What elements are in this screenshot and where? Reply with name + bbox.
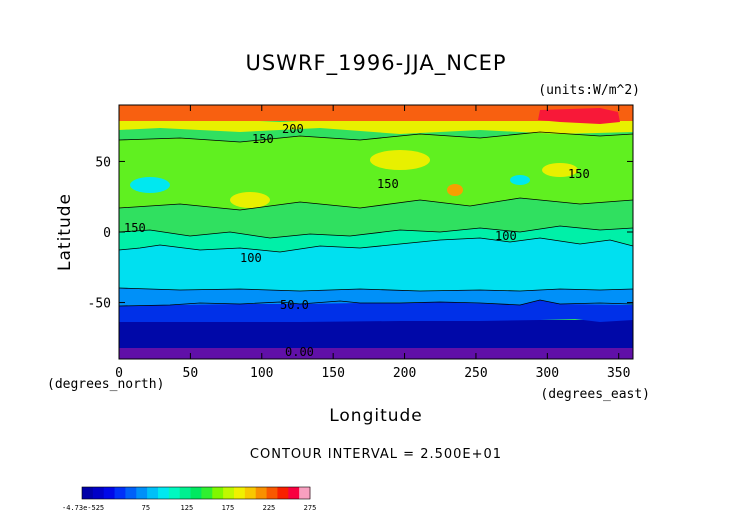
colorbar-swatch — [168, 487, 181, 499]
contour-label: 0.00 — [285, 345, 314, 359]
colorbar-swatch — [179, 487, 192, 499]
colorbar-swatch — [136, 487, 148, 499]
y-tick-label: 50 — [95, 155, 111, 170]
plot-area: 150 200 150 150 150 100 100 50.0 0.00 — [119, 105, 633, 359]
contour-label: 200 — [282, 122, 304, 136]
units-label: (units:W/m^2) — [538, 83, 640, 98]
colorbar-swatch — [255, 487, 268, 499]
contour-label: 50.0 — [280, 298, 309, 312]
x-tick-label: 300 — [536, 366, 559, 381]
colorbar-swatch — [190, 487, 202, 499]
contour-label: 100 — [495, 229, 517, 243]
x-tick-label: 350 — [607, 366, 630, 381]
colorbar: 75 125 175 225 275 — [81, 486, 317, 512]
colorbar-label: 75 — [142, 504, 150, 512]
band-southern-midlat — [119, 288, 633, 306]
colorbar-swatch — [234, 487, 246, 499]
blob-orange-1 — [447, 184, 463, 196]
colorbar-swatch — [277, 487, 289, 499]
colorbar-swatch — [103, 487, 116, 499]
arctic-red-patch — [538, 108, 620, 124]
band-northern-green — [119, 132, 633, 210]
axes: 0 50 100 150 200 250 300 350 -50 0 50 — [88, 105, 633, 381]
x-tick-label: 200 — [393, 366, 416, 381]
colorbar-swatch — [223, 487, 235, 499]
colorbar-label: 225 — [263, 504, 276, 512]
colorbar-swatch — [125, 487, 137, 499]
contour-label: 150 — [124, 221, 146, 235]
colorbar-swatch — [266, 487, 278, 499]
band-antarctic — [119, 348, 633, 359]
chart-title: USWRF_1996-JJA_NCEP — [245, 51, 506, 76]
contour-label: 100 — [240, 251, 262, 265]
contour-line-3 — [119, 299, 633, 307]
contour-label: 150 — [377, 177, 399, 191]
contour-line-5 — [119, 197, 633, 211]
colorbar-swatch — [201, 487, 213, 499]
band-south-subpolar — [119, 300, 633, 322]
colorbar-swatch — [92, 487, 105, 499]
contour-interval-text: CONTOUR INTERVAL = 2.500E+01 — [250, 447, 502, 462]
blob-yellow-1 — [370, 150, 430, 170]
blob-yellow-2 — [230, 192, 270, 208]
x-tick-label: 100 — [250, 366, 273, 381]
blob-cyan-2 — [510, 175, 530, 185]
colorbar-label: 275 — [304, 504, 317, 512]
band-arctic-orange — [119, 105, 633, 121]
contour-line-4 — [119, 131, 633, 143]
contour-label: 150 — [252, 132, 274, 146]
x-axis-title: Longitude — [329, 406, 423, 426]
colorbar-label: 175 — [222, 504, 235, 512]
x-tick-label: 250 — [464, 366, 487, 381]
x-tick-label: 0 — [115, 366, 123, 381]
contour-line-6 — [119, 225, 633, 239]
y-axis-title: Latitude — [55, 193, 75, 271]
contour-line-2 — [119, 287, 633, 292]
x-unit-label: (degrees_east) — [540, 387, 650, 402]
colorbar-label: 125 — [181, 504, 194, 512]
y-tick-label: 0 — [103, 226, 111, 241]
band-south-polar — [119, 320, 633, 348]
x-tick-label: 150 — [321, 366, 344, 381]
y-tick-label: -50 — [88, 297, 111, 312]
contour-line-1 — [119, 237, 633, 253]
colorbar-swatch — [288, 487, 300, 499]
colorbar-swatch — [114, 487, 126, 499]
colorbar-swatch — [244, 487, 257, 499]
colorbar-swatch — [147, 487, 159, 499]
contour-label: 150 — [568, 167, 590, 181]
band-southern-subtropics — [119, 238, 633, 291]
band-tropics — [119, 226, 633, 252]
blob-cyan-1 — [130, 177, 170, 193]
colorbar-frame — [81, 486, 311, 500]
colorbar-min-label: -4.73e-525 — [62, 504, 104, 512]
colorbar-swatch — [82, 487, 94, 499]
colorbar-swatch — [212, 487, 224, 499]
colorbar-swatch — [158, 487, 170, 499]
colorbar-swatch — [299, 487, 311, 499]
blob-yellow-3 — [542, 163, 578, 177]
y-unit-label: (degrees_north) — [47, 377, 164, 392]
x-tick-label: 50 — [183, 366, 199, 381]
